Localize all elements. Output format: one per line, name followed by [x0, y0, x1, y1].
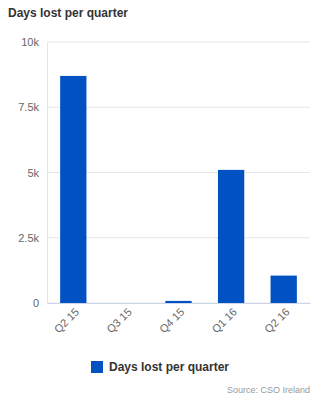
x-tick: Q1 16	[209, 306, 239, 336]
y-tick: 5k	[27, 167, 47, 179]
bars	[60, 76, 297, 303]
bar	[60, 76, 86, 303]
x-tick: Q4 15	[157, 306, 187, 336]
x-axis-line	[48, 303, 311, 304]
y-tick: 0	[33, 297, 47, 309]
y-tick-label: 7.5k	[18, 101, 39, 113]
x-tick-label: Q4 15	[157, 306, 187, 336]
y-axis: 0 2.5k 5k 7.5k 10k	[18, 36, 47, 309]
x-tick: Q3 15	[104, 306, 134, 336]
x-tick-label: Q3 15	[104, 306, 134, 336]
bar	[218, 170, 244, 303]
bar	[271, 276, 297, 303]
x-tick-label: Q2 16	[262, 306, 292, 336]
y-tick: 7.5k	[18, 101, 47, 113]
chart: Days lost per quarter 0 2.5k 5k 7.5k 10k Q2 15…	[0, 0, 320, 400]
legend: Days lost per quarter	[91, 360, 229, 374]
y-tick-label: 5k	[27, 167, 39, 179]
legend-label: Days lost per quarter	[109, 360, 229, 374]
y-tick: 2.5k	[18, 232, 47, 244]
x-tick: Q2 15	[52, 306, 82, 336]
title: Days lost per quarter	[8, 6, 128, 20]
plot: 0 2.5k 5k 7.5k 10k Q2 15 Q3 15 Q4 15 Q1 16 Q2 16	[18, 36, 310, 335]
grid-line	[47, 42, 310, 43]
x-axis: Q2 15 Q3 15 Q4 15 Q1 16 Q2 16	[48, 304, 311, 336]
y-axis-line	[47, 43, 48, 304]
y-tick-label: 10k	[21, 36, 39, 48]
x-tick: Q2 16	[262, 306, 292, 336]
bar	[165, 301, 191, 303]
y-tick: 10k	[21, 36, 47, 48]
legend-swatch	[91, 361, 103, 373]
bar	[113, 303, 139, 304]
y-tick-label: 2.5k	[18, 232, 39, 244]
x-tick-label: Q1 16	[209, 306, 239, 336]
y-tick-label: 0	[33, 297, 39, 309]
source: Source: CSO Ireland	[227, 385, 310, 395]
grid	[47, 42, 310, 303]
x-tick-label: Q2 15	[52, 306, 82, 336]
